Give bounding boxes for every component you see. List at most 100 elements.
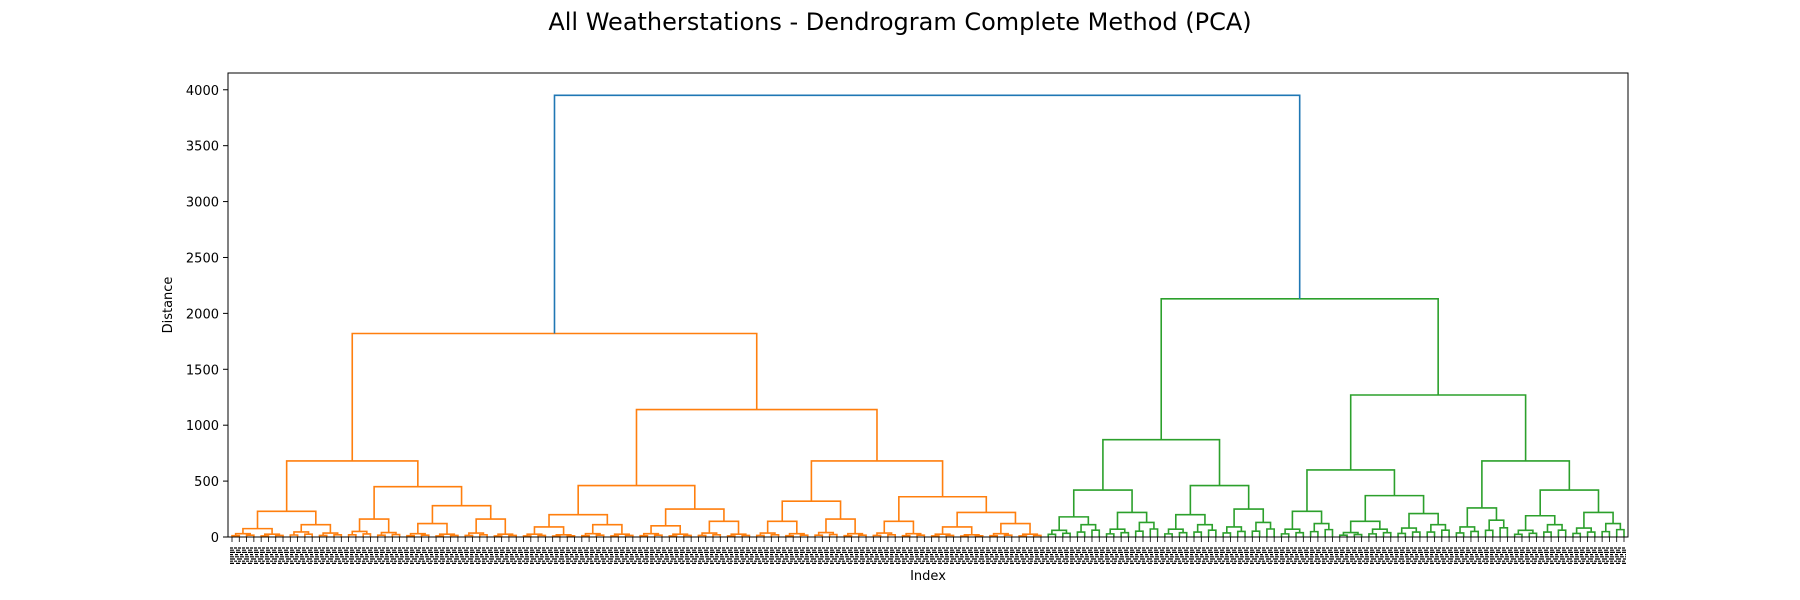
y-axis: 0 500 1000 1500 2000 2500 3000 3500 4000 (186, 84, 228, 546)
dendrogram-link (741, 534, 751, 537)
dendrogram-link (1488, 519, 1505, 531)
plot-area (231, 94, 1625, 537)
dendrogram-link (1032, 534, 1042, 537)
dendrogram-link (1149, 528, 1159, 537)
dendrogram-link (1072, 489, 1133, 517)
dendrogram-link (497, 533, 514, 536)
dendrogram-link (1178, 531, 1188, 537)
dendrogram-link (1062, 532, 1071, 537)
y-axis-label: Distance (161, 277, 176, 334)
dendrogram-link (1251, 530, 1261, 537)
dendrogram-link (234, 532, 252, 536)
chart-title: All Weatherstations - Dendrogram Complet… (548, 8, 1252, 36)
dendrogram-link (668, 535, 678, 537)
dendrogram-link (475, 518, 507, 535)
dendrogram-link (380, 531, 397, 536)
dendrogram-link (1134, 530, 1144, 537)
plot-frame (227, 72, 1629, 538)
dendrogram-link (263, 533, 281, 536)
dendrogram-link (318, 534, 328, 537)
dendrogram-link (1513, 533, 1523, 537)
dendrogram-link (293, 531, 310, 535)
dendrogram-link (1116, 511, 1148, 530)
dendrogram-link (435, 535, 445, 537)
dendrogram-link (555, 533, 572, 537)
dendrogram-link (1120, 531, 1130, 537)
dendrogram-link (1102, 438, 1221, 491)
dendrogram-link (1189, 484, 1250, 515)
dendrogram-link (1058, 516, 1090, 531)
dendrogram-link (1481, 460, 1571, 508)
dendrogram-link (1255, 521, 1272, 532)
dendrogram-link (642, 532, 660, 536)
dendrogram-link (1342, 531, 1359, 536)
dendrogram-link (613, 533, 630, 536)
dendrogram-link (1222, 532, 1232, 537)
dendrogram-link (1109, 528, 1126, 534)
dendrogram-link (508, 534, 518, 537)
dendrogram-link (1604, 522, 1622, 532)
dendrogram-link (1160, 298, 1439, 440)
y-tick-label: 0 (211, 531, 219, 546)
dendrogram-link (1517, 529, 1534, 535)
dendrogram-link (1233, 508, 1265, 527)
dendrogram-link (1306, 469, 1396, 512)
dendrogram-link (898, 495, 988, 522)
dendrogram-link (1583, 511, 1614, 529)
dendrogram-link (1284, 528, 1301, 534)
dendrogram-link (1167, 528, 1184, 534)
dendrogram-link (1309, 530, 1319, 537)
y-tick-label: 2000 (186, 307, 219, 322)
dendrogram-link (1426, 531, 1436, 537)
dendrogram-link (431, 504, 492, 524)
dendrogram-link (930, 535, 940, 537)
dendrogram-link (883, 520, 915, 534)
dendrogram-link (260, 535, 270, 537)
dendrogram-link (526, 533, 543, 536)
dendrogram-link (672, 533, 689, 536)
dendrogram-link (333, 534, 343, 537)
dendrogram-link (810, 460, 944, 502)
dendrogram-link (730, 533, 747, 536)
dendrogram-link (1051, 529, 1068, 535)
dendrogram-link (1021, 533, 1039, 536)
dendrogram-link (701, 532, 718, 536)
dendrogram-link (876, 532, 893, 536)
y-tick-label: 3000 (186, 196, 219, 211)
dendrogram-link (1193, 531, 1203, 537)
dendrogram-link (992, 532, 1009, 536)
y-tick-label: 2500 (186, 251, 219, 266)
dendrogram-link (1484, 529, 1494, 537)
dendrogram-link (1295, 531, 1305, 537)
dendrogram-link (464, 534, 474, 537)
dendrogram-link (322, 532, 339, 536)
dendrogram-link (449, 534, 459, 537)
dendrogram-link (409, 532, 426, 536)
dendrogram-link (1397, 532, 1407, 537)
dendrogram-link (712, 534, 722, 537)
dendrogram-link (1524, 514, 1556, 531)
dendrogram-link (624, 534, 634, 537)
dendrogram-link (1572, 532, 1582, 537)
x-axis-label: Index (910, 569, 946, 584)
dendrogram-link (1018, 535, 1028, 537)
dendrogram-link (591, 523, 623, 535)
dendrogram-link (351, 530, 368, 535)
y-tick-label: 4000 (186, 84, 219, 99)
dendrogram-link (887, 534, 897, 537)
dendrogram-link (1000, 522, 1031, 535)
dendrogram-link (683, 534, 692, 537)
dendrogram-link (1557, 529, 1567, 537)
dendrogram-link (1291, 510, 1323, 530)
dendrogram-link (417, 522, 448, 535)
dendrogram-link (1382, 531, 1392, 537)
dendrogram-link (1441, 529, 1450, 537)
dendrogram-link (847, 532, 864, 536)
dendrogram-link (759, 532, 776, 536)
x-axis (230, 537, 1626, 565)
dendrogram-link (304, 533, 313, 537)
dendrogram-link (1466, 507, 1498, 527)
dendrogram-link (726, 535, 736, 537)
dendrogram-link (256, 510, 317, 529)
